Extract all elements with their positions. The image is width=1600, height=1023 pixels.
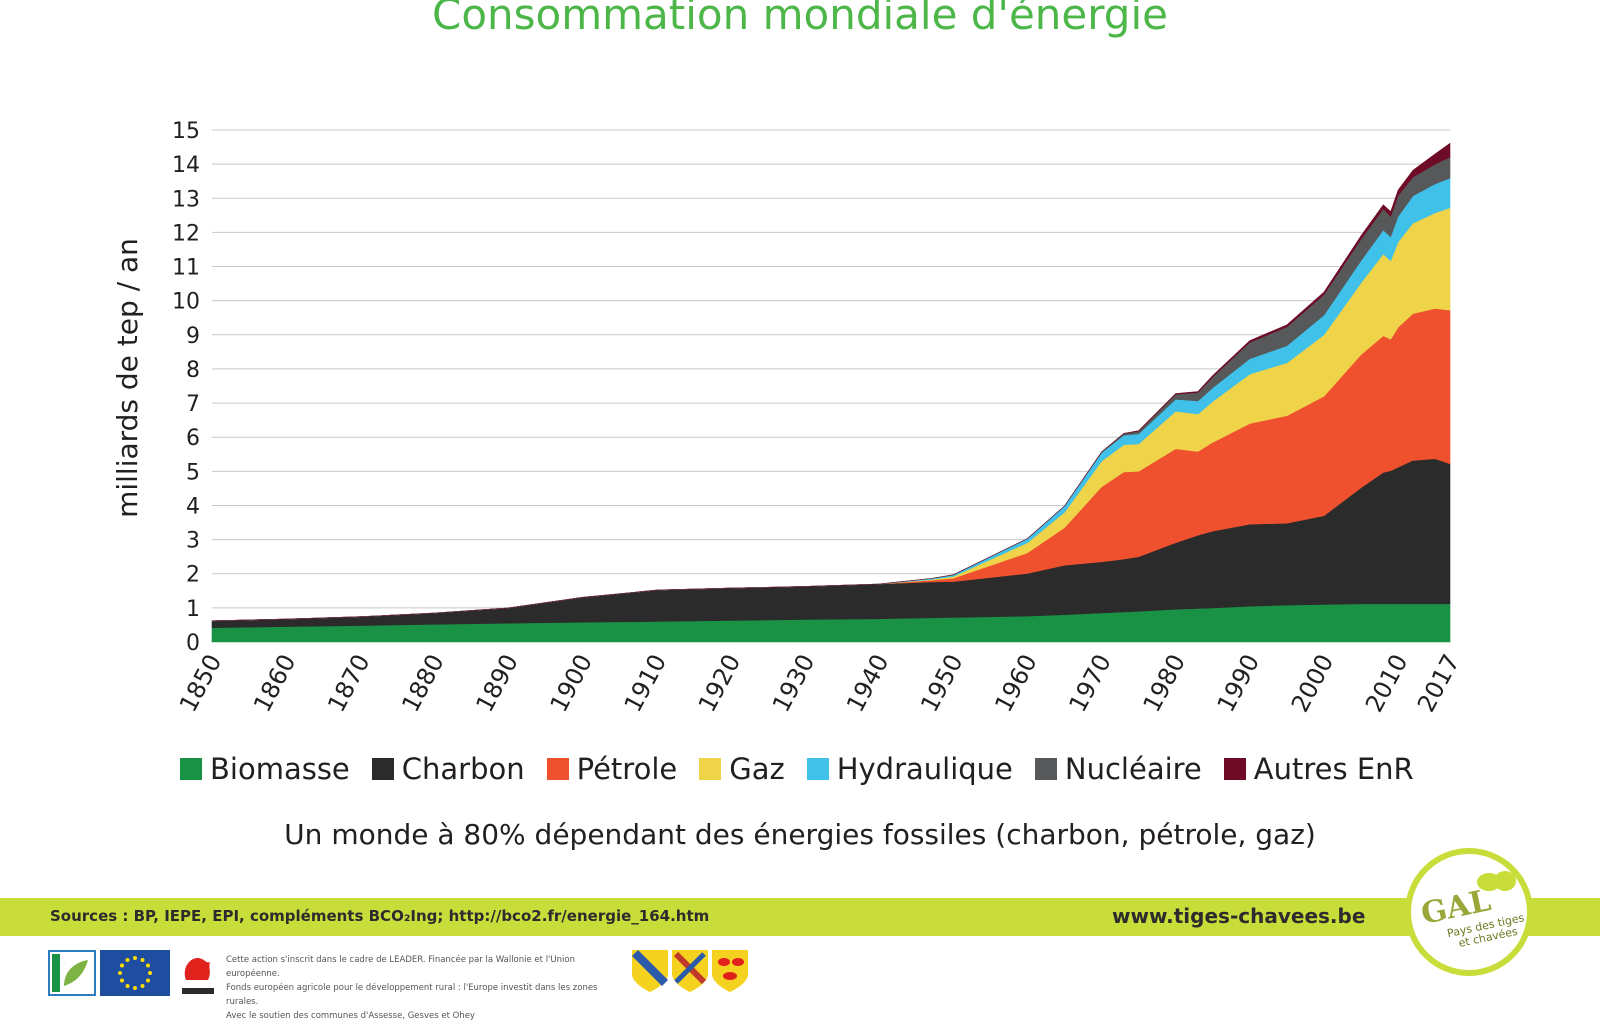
eu-star [133, 956, 137, 960]
eu-star [148, 971, 152, 975]
legend-item: Nucléaire [1034, 752, 1202, 786]
legend-label: Biomasse [210, 752, 350, 786]
gal-logo: GAL Pays des tiges et chavées [1405, 848, 1533, 976]
x-tick-label: 1850 [174, 650, 227, 717]
eu-star [140, 984, 145, 988]
funding-note-line: Cette action s'inscrit dans le cadre de … [226, 955, 575, 979]
legend-swatch [180, 758, 202, 780]
eu-star [133, 986, 137, 990]
legend-swatch [1034, 758, 1057, 780]
x-tick-label: 1880 [396, 650, 449, 717]
y-tick-label: 2 [186, 563, 200, 588]
chart-legend: Biomasse Charbon Pétrole Gaz Hydraulique Nucl… [180, 752, 1436, 786]
legend-label: Autres EnR [1253, 752, 1414, 786]
x-tick-label: 1980 [1138, 650, 1191, 717]
y-tick-label: 0 [186, 631, 200, 656]
sources-text: Sources : BP, IEPE, EPI, compléments BCO… [50, 907, 710, 925]
y-tick-label: 5 [186, 460, 200, 485]
ohey-shield-icon [712, 950, 748, 992]
legend-swatch [371, 758, 394, 780]
legend-label: Charbon [401, 752, 525, 786]
y-tick-label: 12 [172, 221, 200, 246]
legend-item: Biomasse [180, 752, 350, 786]
y-tick-label: 13 [172, 187, 200, 212]
eu-star [125, 958, 130, 962]
x-tick-label: 1860 [248, 650, 301, 717]
footer-band: Sources : BP, IEPE, EPI, compléments BCO… [0, 898, 1600, 936]
y-tick-label: 10 [172, 290, 200, 315]
x-tick-label: 1970 [1063, 650, 1116, 717]
legend-label: Pétrole [576, 752, 678, 786]
x-tick-label: 2010 [1360, 650, 1413, 717]
eu-flag-logo [100, 950, 170, 996]
y-tick-label: 7 [186, 392, 200, 417]
y-axis-label: milliards de tep / an [111, 238, 144, 518]
y-tick-label: 15 [172, 119, 200, 144]
y-tick-label: 8 [186, 358, 200, 383]
eu-star [140, 958, 145, 962]
area-series-autres-enr [211, 142, 1451, 622]
eu-star [146, 963, 150, 968]
chart-title: Consommation mondiale d'énergie [432, 0, 1168, 39]
legend-item: Charbon [371, 752, 525, 786]
x-tick-label: 2017 [1412, 650, 1465, 717]
wallonie-logo [176, 950, 220, 996]
y-tick-label: 14 [172, 153, 200, 178]
website-link[interactable]: www.tiges-chavees.be [1112, 904, 1366, 928]
x-tick-label: 1950 [915, 650, 968, 717]
legend-swatch [699, 758, 722, 780]
legend-item: Autres EnR [1223, 752, 1414, 786]
eu-star [125, 984, 130, 988]
partner-logos [48, 950, 220, 996]
legend-label: Nucléaire [1064, 752, 1202, 786]
x-tick-label: 1890 [470, 650, 523, 717]
x-tick-label: 1930 [767, 650, 820, 717]
x-tick-label: 1990 [1212, 650, 1265, 717]
eu-star [118, 971, 122, 975]
funding-note-line: Avec le soutien des communes d'Assesse, … [226, 1011, 475, 1021]
legend-label: Hydraulique [836, 752, 1013, 786]
legend-swatch [1223, 758, 1246, 780]
legend-swatch [546, 758, 569, 780]
y-tick-label: 11 [172, 256, 200, 281]
legend-label: Gaz [729, 752, 785, 786]
x-tick-label: 1940 [841, 650, 894, 717]
x-tick-label: 2000 [1286, 650, 1339, 717]
x-tick-label: 1920 [693, 650, 746, 717]
eu-star [146, 978, 150, 983]
grid-lines [212, 129, 1450, 609]
legend-item: Pétrole [546, 752, 678, 786]
y-tick-label: 6 [186, 426, 200, 451]
legend-swatch [806, 758, 829, 780]
funding-note: Cette action s'inscrit dans le cadre de … [226, 953, 626, 1023]
funding-note-line: Fonds européen agricole pour le développ… [226, 983, 598, 1007]
y-tick-label: 4 [186, 494, 200, 519]
x-tick-label: 1910 [619, 650, 672, 717]
tree-icon [1477, 871, 1516, 891]
eu-stars-icon [118, 956, 152, 990]
eu-star [120, 978, 124, 983]
x-tick-label: 1900 [545, 650, 598, 717]
eu-star [120, 963, 124, 968]
gesves-shield-icon [672, 950, 708, 992]
y-tick-label: 9 [186, 324, 200, 349]
leader-leaf-icon [52, 954, 88, 992]
stacked-areas [211, 142, 1451, 643]
chart-caption: Un monde à 80% dépendant des énergies fo… [284, 818, 1316, 851]
x-tick-labels: 1850 1860 1870 1880 1890 1900 1910 1920 1930 1940… [174, 650, 1465, 717]
x-tick-label: 1960 [989, 650, 1042, 717]
rooster-icon [182, 958, 214, 994]
y-tick-label: 1 [186, 597, 200, 622]
y-tick-label: 3 [186, 529, 200, 554]
legend-item: Hydraulique [806, 752, 1013, 786]
assesse-shield-icon [632, 950, 668, 992]
leader-logo [48, 950, 96, 996]
legend-item: Gaz [699, 752, 785, 786]
x-tick-label: 1870 [322, 650, 375, 717]
